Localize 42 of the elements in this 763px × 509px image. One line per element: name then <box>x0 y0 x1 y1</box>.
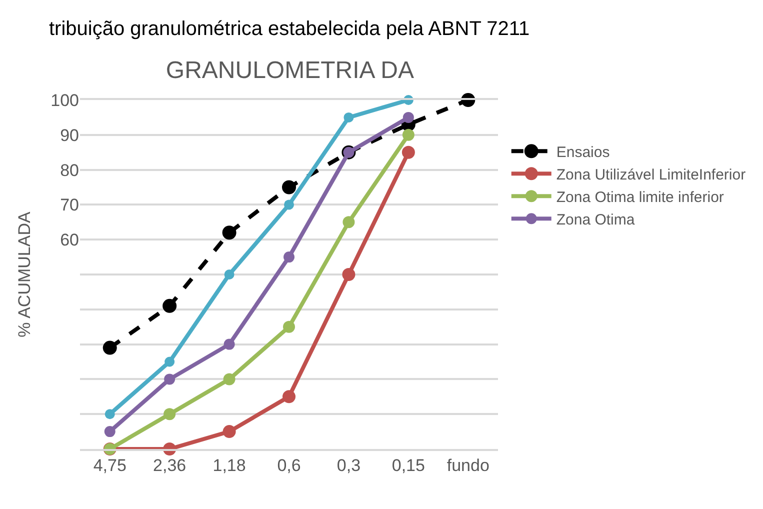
point <box>282 390 296 404</box>
point <box>104 426 116 438</box>
point <box>224 338 235 350</box>
point <box>282 180 296 194</box>
point <box>222 425 236 438</box>
legend-label: Zona Otima limite inferior <box>556 189 724 206</box>
point <box>344 112 354 122</box>
y-axis-title: % ACUMULADA <box>15 211 34 338</box>
point <box>104 409 115 420</box>
point <box>342 216 355 228</box>
point <box>342 268 356 281</box>
x-tick-label: 0,6 <box>277 456 301 476</box>
point <box>164 374 176 385</box>
point <box>222 226 236 240</box>
y-tick-label: 60 <box>60 230 79 250</box>
point <box>402 146 415 159</box>
x-tick-label: 0,3 <box>336 456 361 476</box>
point <box>162 298 177 313</box>
text: tribuição granulométrica estabelecida pela ABNT 7211 <box>49 18 530 40</box>
x-tick-label: 2,36 <box>153 456 186 476</box>
point <box>223 373 236 386</box>
x-tick-label: 0,15 <box>392 456 425 476</box>
legend-label: Ensaios <box>556 144 610 161</box>
point <box>102 340 117 355</box>
point <box>164 408 176 420</box>
point <box>284 252 294 263</box>
point <box>402 112 414 123</box>
x-tick-label: 1,18 <box>212 456 246 476</box>
legend-label: Zona Utilizável LimiteInferior <box>556 166 746 184</box>
legend-label: Zona Otima <box>556 212 636 228</box>
point <box>402 128 414 141</box>
point <box>283 320 295 333</box>
y-tick-label: 100 <box>50 90 79 110</box>
x-tick-label: 4,75 <box>93 456 126 476</box>
y-tick-label: 80 <box>60 160 79 180</box>
y-tick-label: 70 <box>60 196 79 215</box>
x-tick-label: fundo <box>446 456 490 476</box>
point <box>224 270 234 280</box>
point <box>284 200 294 210</box>
point <box>164 356 175 367</box>
chart-title: GRANULOMETRIA DA <box>166 56 414 84</box>
y-tick-label: 90 <box>60 126 79 145</box>
